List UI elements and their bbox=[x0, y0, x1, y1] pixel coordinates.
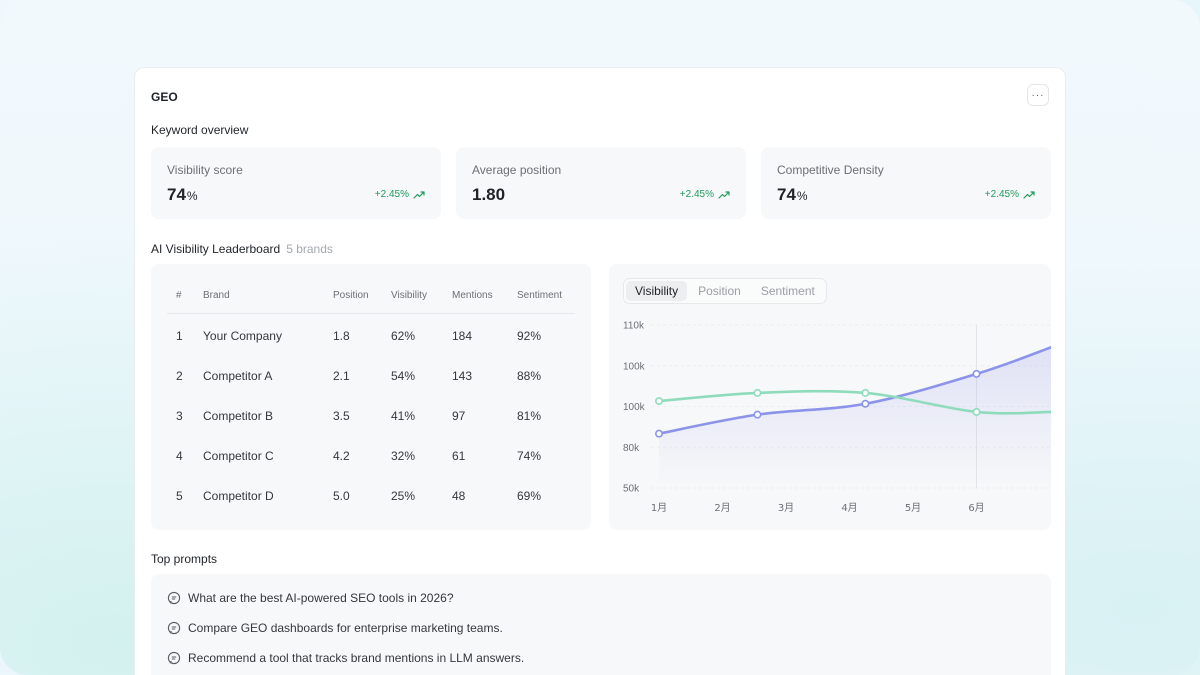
leaderboard-title: AI Visibility Leaderboard 5 brands bbox=[151, 242, 333, 256]
table-header: # Brand Position Visibility Mentions Sen… bbox=[151, 290, 591, 310]
table-row[interactable]: 3 Competitor B 3.5 41% 97 81% bbox=[176, 409, 542, 423]
col-header-sentiment[interactable]: Sentiment bbox=[517, 290, 563, 301]
leaderboard-table: # Brand Position Visibility Mentions Sen… bbox=[151, 264, 591, 530]
stat-label: Visibility score bbox=[167, 163, 243, 177]
list-item[interactable]: Recommend a tool that tracks brand menti… bbox=[167, 651, 524, 665]
tab-position[interactable]: Position bbox=[698, 284, 741, 298]
col-header-position[interactable]: Position bbox=[333, 290, 369, 301]
ellipsis-icon: ··· bbox=[1031, 89, 1045, 101]
card-title: GEO bbox=[151, 90, 178, 104]
top-prompts-list: What are the best AI-powered SEO tools i… bbox=[151, 574, 1051, 675]
geo-card: GEO ··· Keyword overview Visibility scor… bbox=[134, 67, 1066, 675]
stat-change: +2.45% bbox=[985, 189, 1035, 200]
tab-sentiment[interactable]: Sentiment bbox=[760, 284, 815, 298]
tab-visibility[interactable]: Visibility bbox=[626, 281, 688, 301]
data-point bbox=[972, 369, 981, 378]
trend-chart: 110k 100k 100k 80k 50k 1月 2月 3月 4月 5月 6月 bbox=[623, 321, 1051, 514]
col-header-brand[interactable]: Brand bbox=[203, 290, 230, 301]
table-row[interactable]: 4 Competitor C 4.2 32% 61 74% bbox=[176, 449, 542, 463]
chart-tabs: Visibility Position Sentiment bbox=[623, 278, 827, 304]
data-point bbox=[753, 410, 762, 419]
table-row[interactable]: 5 Competitor D 5.0 25% 48 69% bbox=[176, 489, 542, 503]
data-point bbox=[861, 388, 870, 397]
x-tick-label: 1月 bbox=[651, 502, 667, 514]
stat-change: +2.45% bbox=[680, 189, 730, 200]
x-tick-label: 3月 bbox=[778, 502, 794, 514]
stat-value: 1.80 bbox=[472, 185, 506, 204]
x-tick-label: 4月 bbox=[841, 502, 857, 514]
chat-bubble-icon bbox=[167, 591, 181, 605]
x-tick-label: 5月 bbox=[905, 502, 921, 514]
list-item[interactable]: Compare GEO dashboards for enterprise ma… bbox=[167, 621, 503, 635]
trend-up-icon bbox=[718, 190, 730, 199]
stat-visibility-score: Visibility score 74% +2.45% bbox=[151, 147, 441, 219]
stat-competitive-density: Competitive Density 74% +2.45% bbox=[761, 147, 1051, 219]
data-point bbox=[753, 388, 762, 397]
more-options-button[interactable]: ··· bbox=[1027, 84, 1049, 106]
col-header-visibility[interactable]: Visibility bbox=[391, 290, 427, 301]
data-point bbox=[654, 397, 663, 406]
col-header-num[interactable]: # bbox=[176, 290, 182, 301]
top-prompts-title: Top prompts bbox=[151, 552, 218, 566]
y-tick-label: 50k bbox=[623, 484, 640, 495]
header-divider bbox=[167, 313, 575, 314]
y-tick-label: 110k bbox=[623, 321, 645, 332]
keyword-overview-title: Keyword overview bbox=[151, 123, 249, 137]
stat-average-position: Average position 1.80 +2.45% bbox=[456, 147, 746, 219]
table-row[interactable]: 2 Competitor A 2.1 54% 143 88% bbox=[176, 369, 542, 383]
y-tick-label: 80k bbox=[623, 443, 640, 454]
leaderboard-subtitle: 5 brands bbox=[286, 242, 333, 256]
stat-label: Competitive Density bbox=[777, 163, 884, 177]
data-point bbox=[654, 429, 663, 438]
data-point bbox=[972, 407, 981, 416]
y-tick-label: 100k bbox=[623, 361, 646, 372]
chat-bubble-icon bbox=[167, 651, 181, 665]
series-area bbox=[659, 347, 1051, 488]
y-tick-label: 100k bbox=[623, 402, 646, 413]
x-tick-label: 6月 bbox=[968, 502, 984, 514]
table-row[interactable]: 1 Your Company 1.8 62% 184 92% bbox=[176, 329, 542, 343]
list-item[interactable]: What are the best AI-powered SEO tools i… bbox=[167, 591, 454, 605]
data-point bbox=[861, 399, 870, 408]
chat-bubble-icon bbox=[167, 621, 181, 635]
stat-change: +2.45% bbox=[375, 189, 425, 200]
stat-value: 74% bbox=[777, 185, 808, 204]
trend-up-icon bbox=[413, 190, 425, 199]
col-header-mentions[interactable]: Mentions bbox=[452, 290, 493, 301]
trend-chart-panel: 110k 100k 100k 80k 50k 1月 2月 3月 4月 5月 6月 Visibilit… bbox=[609, 264, 1051, 530]
stat-label: Average position bbox=[472, 163, 562, 177]
stat-value: 74% bbox=[167, 185, 198, 204]
trend-up-icon bbox=[1023, 190, 1035, 199]
x-tick-label: 2月 bbox=[714, 502, 730, 514]
